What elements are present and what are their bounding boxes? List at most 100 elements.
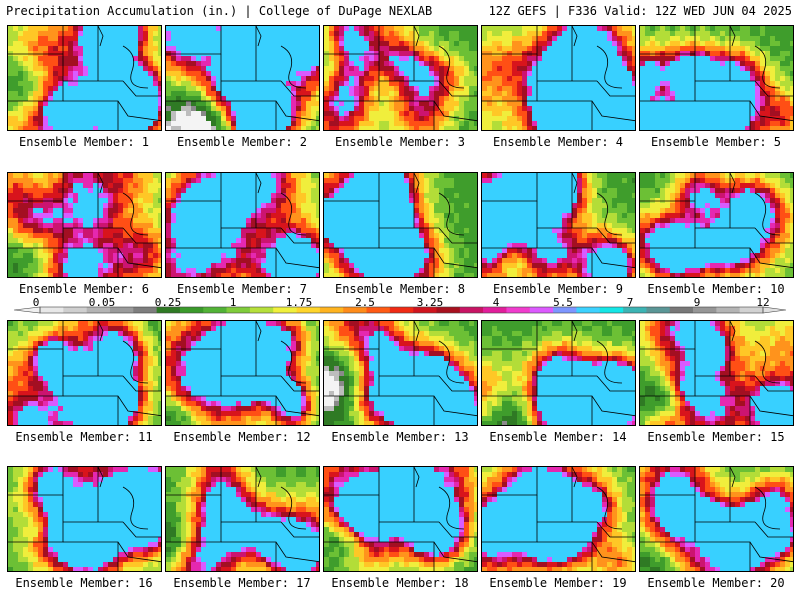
state-border (379, 247, 477, 269)
state-border (122, 80, 161, 97)
state-border (695, 395, 793, 417)
ensemble-member-label: Ensemble Member: 4 (492, 135, 624, 149)
colorbar-swatch (389, 307, 414, 313)
ensemble-member-label: Ensemble Member: 13 (331, 430, 469, 444)
state-border (438, 340, 465, 384)
run-info: 12Z GEFS | F336 Valid: 12Z WED JUN 04 20… (488, 4, 792, 18)
ensemble-member-map (481, 466, 636, 572)
ensemble-member-map (481, 172, 636, 278)
ensemble-member-label: Ensemble Member: 8 (334, 282, 466, 296)
colorbar-swatch (483, 307, 507, 313)
colorbar-tick-label: 0.05 (88, 296, 116, 309)
state-border (122, 486, 149, 530)
state-border (596, 45, 623, 89)
ensemble-member-label: Ensemble Member: 12 (173, 430, 311, 444)
state-border (122, 192, 149, 236)
precipitation-field (8, 467, 161, 571)
state-border (729, 321, 736, 342)
colorbar-swatch (133, 307, 157, 313)
colorbar-swatch (506, 307, 531, 313)
state-border (754, 80, 793, 97)
ensemble-member-label: Ensemble Member: 15 (647, 430, 785, 444)
state-border (280, 80, 319, 97)
state-border (438, 375, 477, 392)
colorbar-swatch (249, 307, 274, 313)
state-border (596, 192, 623, 236)
state-border (413, 467, 420, 488)
ensemble-member-map (323, 320, 478, 426)
colorbar-swatch (693, 307, 717, 313)
state-border (122, 521, 161, 538)
state-border (97, 321, 104, 342)
ensemble-member-map (639, 172, 794, 278)
ensemble-member-label: Ensemble Member: 5 (650, 135, 782, 149)
precipitation-field (166, 173, 319, 277)
ensemble-member-label: Ensemble Member: 20 (647, 576, 785, 590)
state-border (280, 192, 307, 236)
precipitation-field (482, 173, 635, 277)
state-border (63, 541, 161, 563)
colorbar-swatch (459, 307, 484, 313)
ensemble-member-map (639, 320, 794, 426)
ensemble-member-map (165, 25, 320, 131)
state-border (596, 340, 623, 384)
state-border (122, 227, 161, 244)
ensemble-member-label: Ensemble Member: 16 (15, 576, 153, 590)
ensemble-member-map (323, 25, 478, 131)
colorbar-swatch (86, 307, 111, 313)
state-border (571, 173, 578, 194)
state-border (97, 467, 104, 488)
state-border (695, 541, 793, 563)
ensemble-member-map (481, 25, 636, 131)
precipitation-field (640, 467, 793, 571)
state-border (379, 541, 477, 563)
state-border (537, 395, 635, 417)
ensemble-member-label: Ensemble Member: 11 (15, 430, 153, 444)
state-border (63, 100, 161, 122)
precipitation-field (8, 26, 161, 130)
colorbar-swatch (226, 307, 251, 313)
state-border (280, 227, 319, 244)
state-border (280, 45, 307, 89)
colorbar-tick-label: 2.5 (355, 296, 375, 309)
state-border (97, 26, 104, 47)
colorbar-swatch (40, 307, 64, 313)
colorbar-swatch (413, 307, 437, 313)
precipitation-field (8, 321, 161, 425)
colorbar-tick-label: 3.25 (416, 296, 444, 309)
ensemble-member-label: Ensemble Member: 18 (331, 576, 469, 590)
state-border (729, 173, 736, 194)
colorbar-swatch (739, 307, 764, 313)
ensemble-member-map (7, 320, 162, 426)
state-border (63, 247, 161, 269)
state-border (221, 100, 319, 122)
ensemble-member-label: Ensemble Member: 10 (647, 282, 785, 296)
ensemble-member-map (165, 466, 320, 572)
colorbar-swatch (273, 307, 297, 313)
state-border (255, 321, 262, 342)
state-border (280, 486, 307, 530)
precipitation-field (324, 467, 477, 571)
colorbar-tick-label: 7 (626, 296, 634, 309)
ensemble-member-label: Ensemble Member: 7 (176, 282, 308, 296)
colorbar-tick-label: 1 (229, 296, 237, 309)
colorbar-swatch (669, 307, 694, 313)
precipitation-field (166, 467, 319, 571)
ensemble-member-map (7, 466, 162, 572)
precipitation-field (640, 321, 793, 425)
colorbar-swatch (366, 307, 391, 313)
ensemble-member-map (481, 320, 636, 426)
state-border (596, 80, 635, 97)
precipitation-field (324, 321, 477, 425)
ensemble-member-label: Ensemble Member: 9 (492, 282, 624, 296)
colorbar-legend (13, 306, 787, 314)
state-border (438, 486, 465, 530)
state-border (255, 467, 262, 488)
state-border (596, 486, 623, 530)
state-border (438, 45, 465, 89)
ensemble-member-map (165, 320, 320, 426)
colorbar-swatch (646, 307, 671, 313)
state-border (280, 521, 319, 538)
state-border (596, 521, 635, 538)
state-border (379, 100, 477, 122)
